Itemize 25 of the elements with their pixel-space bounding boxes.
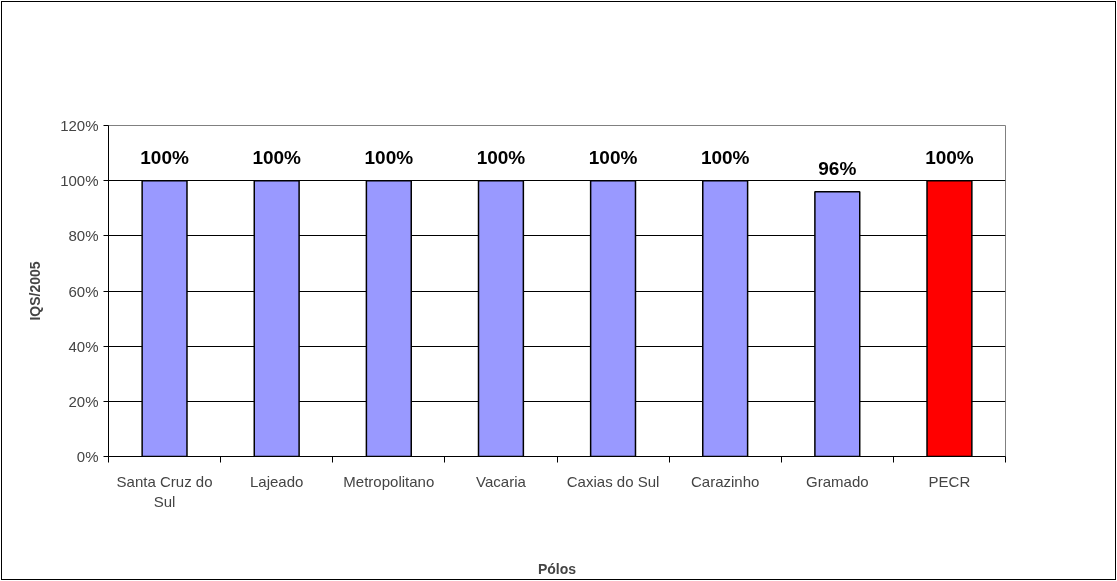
y-tick-label: 60% xyxy=(68,282,99,300)
x-tick-label: Caxias do Sul xyxy=(566,472,660,490)
data-label: 100% xyxy=(364,146,414,168)
x-tick-label: Carazinho xyxy=(691,472,760,490)
x-tick-label: Gramado xyxy=(806,472,869,490)
y-tick-label: 40% xyxy=(68,337,99,355)
y-axis-title: IQS/2005 xyxy=(27,261,44,321)
data-label: 96% xyxy=(818,157,857,179)
y-tick-label: 80% xyxy=(68,227,99,245)
data-label: 100% xyxy=(476,146,526,168)
data-label: 100% xyxy=(588,146,638,168)
x-tick-label: Metropolitano xyxy=(343,472,435,490)
x-tick-label: Lajeado xyxy=(249,472,304,490)
data-label: 100% xyxy=(925,146,974,168)
y-tick-label: 100% xyxy=(60,172,99,190)
data-label: 100% xyxy=(140,146,189,168)
x-tick-label: PECR xyxy=(928,472,971,490)
x-tick-label: Vacaria xyxy=(476,472,527,490)
data-label: 100% xyxy=(252,146,302,168)
x-tick-label: Santa Cruz do Sul xyxy=(116,472,213,510)
y-tick-label: 0% xyxy=(76,448,99,465)
x-axis-title: Pólos xyxy=(537,560,577,577)
y-tick-label: 20% xyxy=(68,392,99,410)
data-label: 100% xyxy=(700,146,750,168)
y-tick-label: 120% xyxy=(60,117,99,134)
